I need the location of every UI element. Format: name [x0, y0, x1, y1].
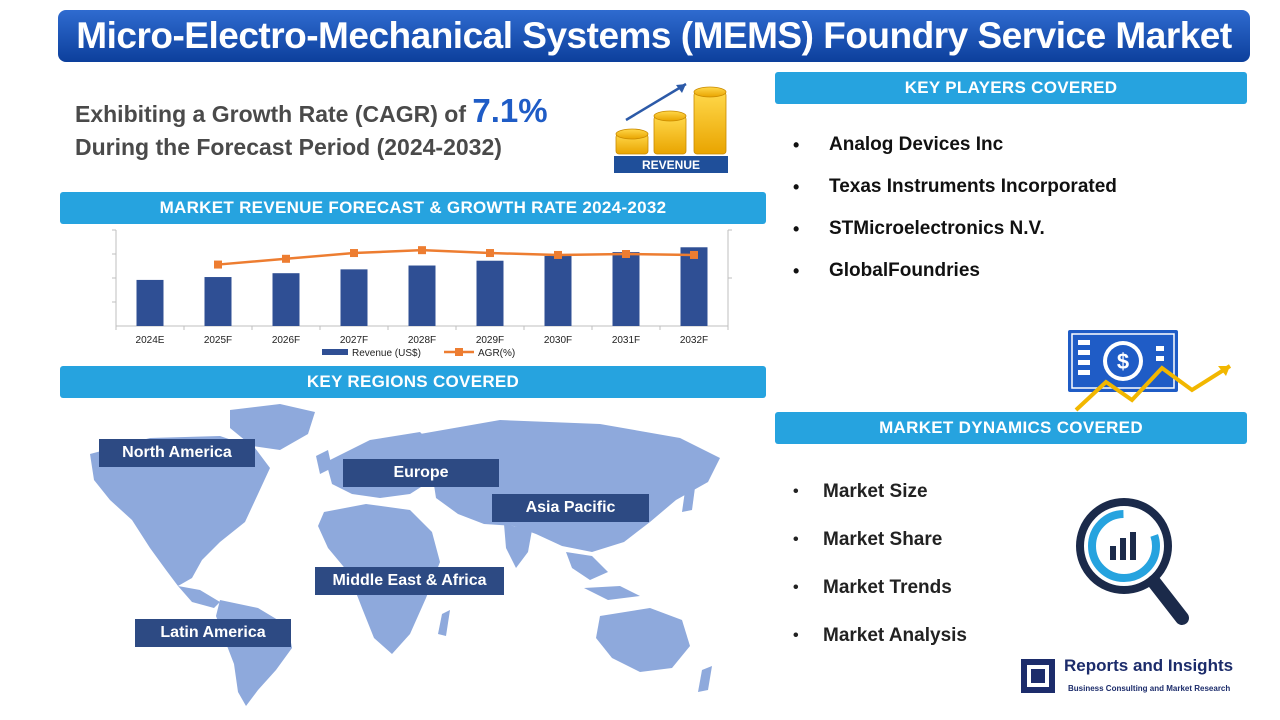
agr-point [554, 250, 562, 259]
bullet: • [793, 218, 800, 239]
bullet: • [793, 627, 799, 644]
brand-tagline: Business Consulting and Market Research [1068, 684, 1231, 693]
agr-point [690, 250, 698, 259]
player-item: • Texas Instruments Incorporated [793, 166, 1117, 208]
agr-point [418, 246, 426, 255]
region-label-middle-east-africa: Middle East & Africa [315, 567, 504, 595]
southeast-asia-shape [566, 552, 608, 580]
x-tick-label: 2024E [136, 335, 165, 346]
players-list: • Analog Devices Inc • Texas Instruments I… [793, 124, 1117, 292]
x-tick-label: 2026F [272, 335, 300, 346]
revenue-bar [272, 273, 300, 326]
reports-insights-logo [1021, 659, 1055, 693]
dynamics-item: • Market Analysis [793, 612, 967, 660]
cagr-rate: 7.1% [472, 92, 548, 129]
x-tick-label: 2032F [680, 335, 708, 346]
x-tick-label: 2025F [204, 335, 232, 346]
legend-label-revenue: Revenue (US$) [352, 348, 421, 359]
india-shape [504, 524, 532, 568]
player-name: GlobalFoundries [829, 260, 980, 281]
new-zealand-shape [698, 666, 712, 692]
bullet: • [793, 483, 799, 500]
legend-label-agr: AGR(%) [478, 348, 515, 359]
revenue-bar [544, 255, 572, 326]
revenue-bar [680, 247, 708, 326]
dynamics-section-header: MARKET DYNAMICS COVERED [775, 412, 1247, 444]
south-america-shape [216, 600, 292, 706]
bullet: • [793, 134, 800, 155]
bullet: • [793, 260, 800, 281]
bullet: • [793, 579, 799, 596]
brand-block: Reports and Insights Business Consulting… [1020, 656, 1242, 698]
player-item: • GlobalFoundries [793, 250, 1117, 292]
bullet: • [793, 176, 800, 197]
dynamics-item: • Market Share [793, 516, 967, 564]
agr-point [214, 260, 222, 269]
dynamics-item: • Market Size [793, 468, 967, 516]
dynamics-label: Market Share [823, 529, 943, 550]
player-item: • STMicroelectronics N.V. [793, 208, 1117, 250]
legend-swatch-agr-marker [455, 348, 463, 356]
revenue-bar [612, 252, 640, 326]
agr-point [622, 250, 630, 258]
x-tick-label: 2031F [612, 335, 640, 346]
region-label-europe: Europe [343, 459, 499, 487]
agr-line [217, 248, 695, 266]
region-label-latin-america: Latin America [135, 619, 291, 647]
cagr-prefix: Exhibiting a Growth Rate (CAGR) of [75, 101, 473, 127]
dynamics-label: Market Analysis [823, 625, 967, 646]
indonesia-shape [584, 586, 640, 600]
agr-point [350, 249, 358, 258]
brand-name: Reports and Insights [1064, 656, 1234, 675]
region-label-north-america: North America [99, 439, 255, 467]
players-section-header: KEY PLAYERS COVERED [775, 72, 1247, 104]
bullet: • [793, 531, 799, 548]
central-america-shape [178, 586, 220, 608]
x-tick-label: 2030F [544, 335, 572, 346]
player-item: • Analog Devices Inc [793, 124, 1117, 166]
revenue-icon-label: REVENUE [642, 158, 700, 172]
australia-shape [596, 608, 690, 672]
player-name: Analog Devices Inc [829, 134, 1004, 155]
player-name: STMicroelectronics N.V. [829, 218, 1045, 239]
magnifier-chart-icon [1076, 498, 1189, 625]
dynamics-item: • Market Trends [793, 564, 967, 612]
revenue-bar [476, 260, 504, 326]
revenue-coins-icon: REVENUE [614, 82, 728, 173]
region-label-asia-pacific: Asia Pacific [492, 494, 649, 522]
revenue-forecast-chart: 2024E 2025F 2026F 2027F 2028F 2029F 2030F 2031F… [112, 229, 732, 359]
revenue-bar [204, 277, 232, 326]
legend-swatch-revenue [322, 349, 348, 355]
money-growth-icon: $ [1068, 330, 1232, 412]
uk-shape [316, 450, 332, 474]
page-title: Micro-Electro-Mechanical Systems (MEMS) … [58, 10, 1250, 62]
dynamics-list: • Market Size • Market Share • Market Trend… [793, 468, 967, 660]
cagr-line-1: Exhibiting a Growth Rate (CAGR) of 7.1% [75, 94, 548, 131]
japan-shape [682, 480, 696, 512]
x-tick-label: 2028F [408, 335, 436, 346]
chart-section-header: MARKET REVENUE FORECAST & GROWTH RATE 20… [60, 192, 766, 224]
revenue-bar [340, 269, 368, 326]
svg-text:$: $ [1117, 349, 1129, 374]
regions-section-header: KEY REGIONS COVERED [60, 366, 766, 398]
agr-point [282, 254, 290, 263]
agr-point [486, 249, 494, 258]
player-name: Texas Instruments Incorporated [829, 176, 1117, 197]
x-tick-label: 2027F [340, 335, 368, 346]
greenland-shape [230, 404, 315, 450]
revenue-bar [408, 265, 436, 326]
x-tick-label: 2029F [476, 335, 504, 346]
cagr-statement: Exhibiting a Growth Rate (CAGR) of 7.1% … [75, 94, 548, 164]
north-america-shape [90, 436, 270, 586]
cagr-line-2: During the Forecast Period (2024-2032) [75, 134, 502, 160]
dynamics-label: Market Size [823, 481, 928, 502]
dynamics-label: Market Trends [823, 577, 952, 598]
revenue-bar [136, 279, 164, 326]
madagascar-shape [438, 610, 450, 636]
